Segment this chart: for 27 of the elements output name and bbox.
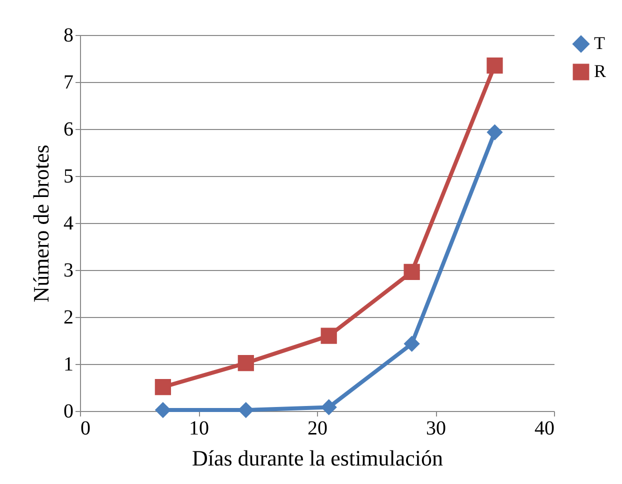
- point: [238, 402, 254, 418]
- y-tick-label: 5: [64, 166, 74, 188]
- y-tick-label: 6: [64, 118, 74, 140]
- y-tick-label: 1: [64, 354, 74, 376]
- y-axis-title: Número de brotes: [28, 144, 54, 302]
- point: [238, 355, 254, 372]
- point: [486, 57, 503, 74]
- legend-label: R: [594, 61, 606, 81]
- point: [320, 328, 337, 344]
- point: [486, 124, 503, 140]
- x-tick-label: 40: [534, 418, 554, 440]
- point: [154, 378, 172, 396]
- legend-label: T: [594, 33, 605, 53]
- x-tick-label: 30: [426, 418, 446, 440]
- y-tick-label: 7: [64, 72, 74, 94]
- y-tick-label: 4: [64, 212, 74, 234]
- y-tick-label: 8: [64, 24, 74, 46]
- x-tick-label: 10: [189, 418, 209, 440]
- point: [320, 399, 337, 416]
- y-tick-label: 2: [64, 306, 74, 328]
- x-axis-title: Días durante la estimulación: [192, 446, 444, 470]
- point: [404, 336, 420, 352]
- point: [404, 264, 420, 280]
- x-tick-label: 0: [80, 418, 90, 440]
- y-tick-label: 0: [64, 400, 74, 422]
- x-tick-label: 20: [308, 418, 328, 440]
- y-tick-label: 3: [64, 260, 74, 282]
